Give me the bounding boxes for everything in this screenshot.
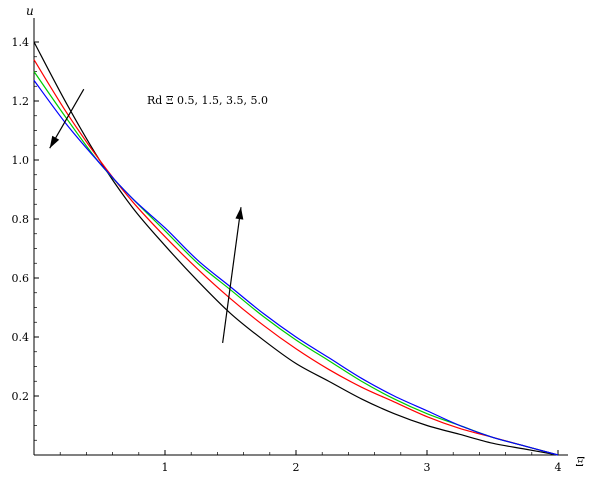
series-line-4: [33, 79, 559, 456]
series-line-1: [33, 41, 559, 456]
y-tick-label: 0.6: [12, 272, 30, 285]
axes: 1 2 3 4 0.2 0.4 0.6 0.8 1.0 1.2 1.4: [12, 18, 568, 474]
series-line-2: [33, 59, 559, 456]
x-tick-label: 3: [424, 461, 431, 474]
x-tick-label: 1: [162, 461, 169, 474]
y-tick-label: 0.8: [12, 213, 30, 226]
x-tick-label: 4: [555, 461, 562, 474]
arrow-head-2: [235, 207, 244, 220]
y-tick-label: 0.4: [12, 331, 30, 344]
y-tick-label: 1.0: [12, 154, 30, 167]
y-tick-label: 0.2: [12, 390, 30, 403]
annotation-arrows: [49, 88, 244, 343]
series-line-3: [33, 71, 559, 456]
arrow-head-1: [49, 135, 60, 149]
x-axis-label: Ξ: [575, 455, 585, 469]
y-axis-label: u: [26, 4, 34, 18]
y-tick-label: 1.2: [12, 95, 30, 108]
parameter-annotation: Rd Ξ 0.5, 1.5, 3.5, 5.0: [147, 94, 268, 107]
series-curves: [33, 41, 559, 456]
x-tick-label: 2: [293, 461, 300, 474]
y-tick-label: 1.4: [12, 36, 30, 49]
arrow-shaft-2: [222, 207, 242, 343]
